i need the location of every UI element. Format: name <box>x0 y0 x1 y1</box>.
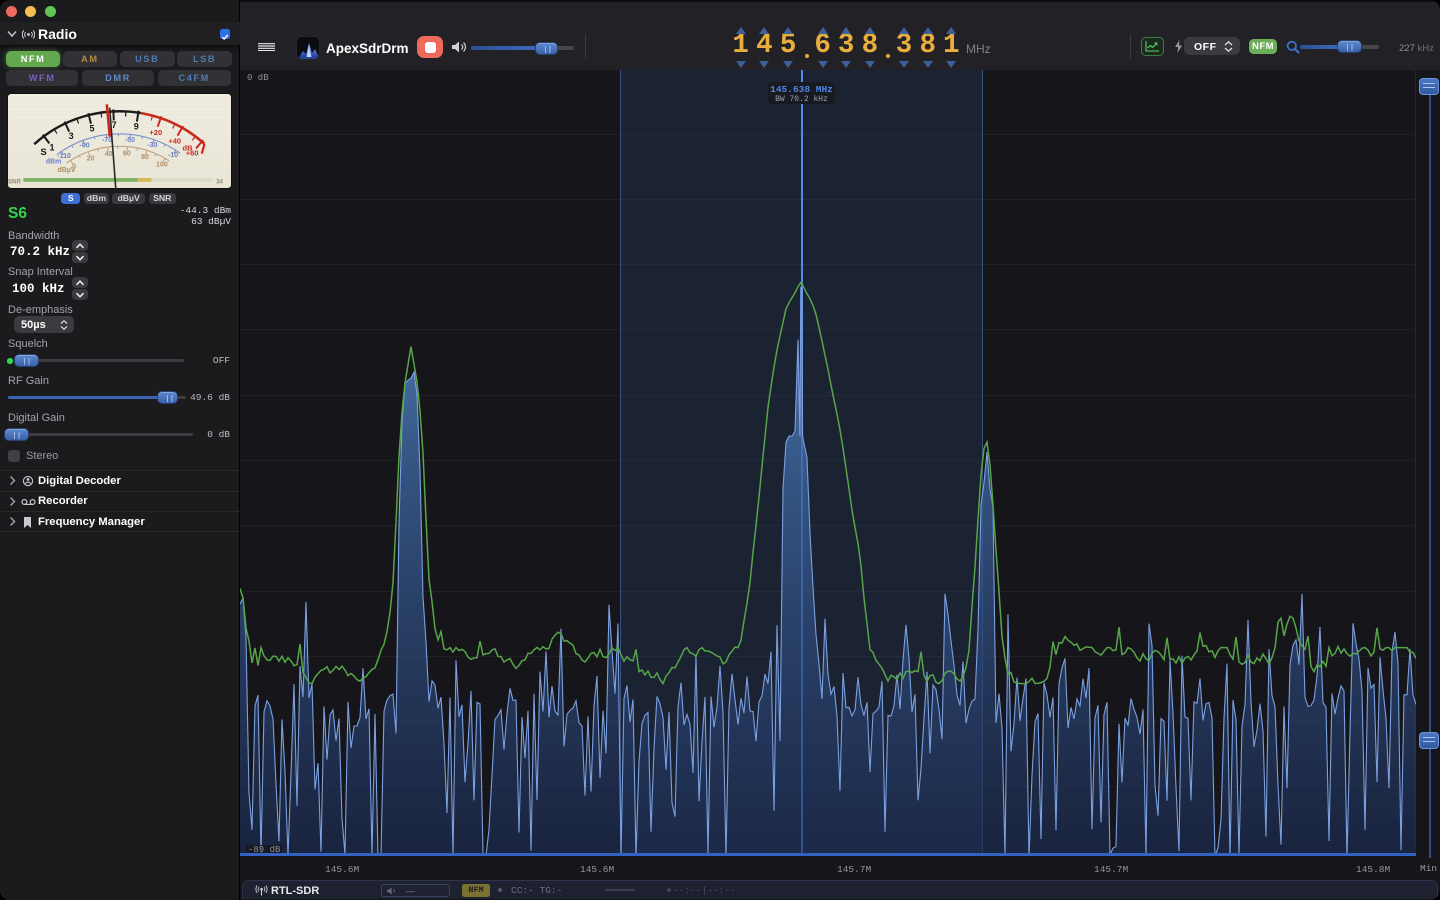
svg-text:1: 1 <box>49 142 54 152</box>
svg-text:3: 3 <box>69 131 74 141</box>
svg-text:5: 5 <box>89 123 94 133</box>
svg-text:34: 34 <box>216 179 223 186</box>
svg-text:-70: -70 <box>102 137 112 144</box>
svg-text:dBµV: dBµV <box>57 167 75 174</box>
svg-text:-50: -50 <box>125 137 135 144</box>
svg-text:S: S <box>40 147 46 158</box>
svg-text:-110: -110 <box>57 153 71 160</box>
svg-text:-10: -10 <box>168 152 178 159</box>
svg-text:dBm: dBm <box>46 159 62 166</box>
svg-text:60: 60 <box>123 151 131 158</box>
svg-text:+20: +20 <box>149 128 162 137</box>
svg-text:100: 100 <box>156 162 168 169</box>
svg-text:80: 80 <box>141 154 149 161</box>
svg-text:-30: -30 <box>147 142 157 149</box>
svg-text:dB: dB <box>183 144 194 153</box>
svg-text:+60: +60 <box>186 149 199 158</box>
svg-text:SNR: SNR <box>8 179 22 186</box>
svg-text:40: 40 <box>105 151 113 158</box>
svg-text:0: 0 <box>72 163 76 170</box>
svg-text:20: 20 <box>87 155 95 162</box>
svg-text:+40: +40 <box>168 137 181 146</box>
svg-text:-90: -90 <box>80 143 90 150</box>
svg-text:7: 7 <box>112 120 117 130</box>
svg-text:9: 9 <box>134 121 139 131</box>
